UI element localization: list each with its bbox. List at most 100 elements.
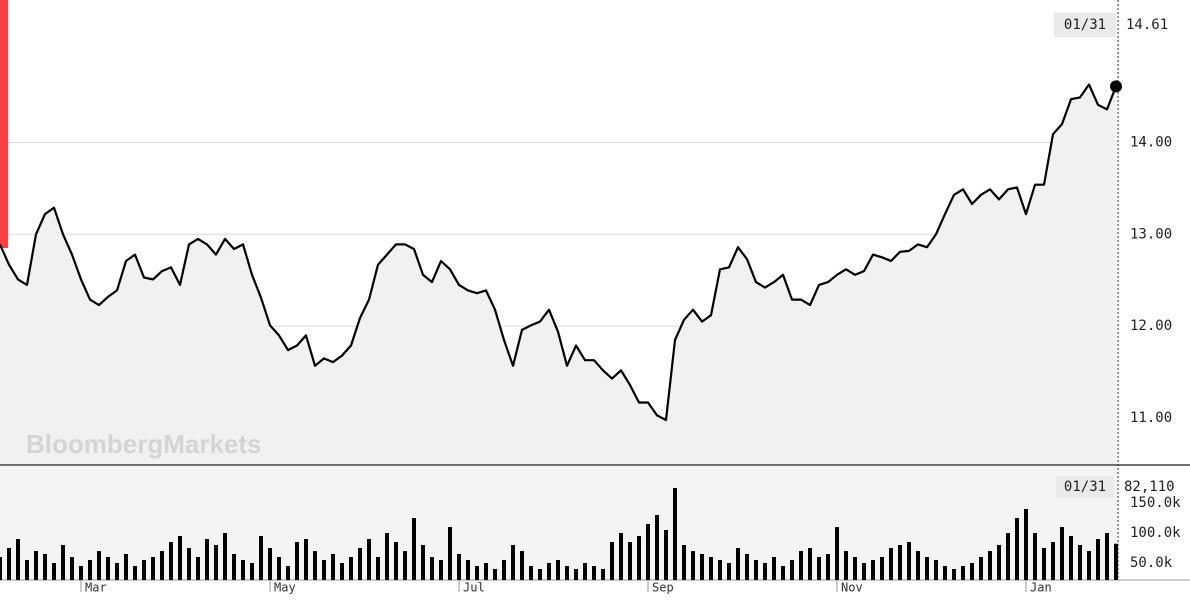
volume-bar	[529, 566, 533, 580]
volume-bar	[115, 563, 119, 580]
volume-bar	[871, 560, 875, 580]
volume-bar	[394, 542, 398, 580]
volume-bar	[583, 563, 587, 580]
volume-bar	[997, 545, 1001, 580]
volume-bar	[88, 560, 92, 580]
volume-bar	[250, 563, 254, 580]
volume-bar	[142, 560, 146, 580]
volume-bar	[25, 560, 29, 580]
volume-bar	[844, 551, 848, 580]
volume-bar	[619, 533, 623, 580]
volume-bar	[322, 560, 326, 580]
volume-bar	[124, 554, 128, 580]
volume-bar	[1006, 533, 1010, 580]
volume-bar	[754, 560, 758, 580]
volume-bar	[457, 554, 461, 580]
volume-bar	[286, 566, 290, 580]
volume-bar	[898, 545, 902, 580]
volume-bar	[745, 554, 749, 580]
volume-bar	[331, 554, 335, 580]
volume-bar	[241, 560, 245, 580]
volume-bar	[889, 548, 893, 580]
volume-bar	[106, 557, 110, 580]
volume-bar	[16, 539, 20, 580]
volume-bar	[574, 569, 578, 580]
volume-bar	[1042, 548, 1046, 580]
price-area	[0, 84, 1116, 465]
volume-bar	[511, 545, 515, 580]
volume-bar	[637, 536, 641, 580]
y-tick-label: 50.0k	[1130, 555, 1173, 571]
date-box	[1056, 476, 1114, 498]
volume-bar	[682, 545, 686, 580]
volume-bar	[907, 542, 911, 580]
y-tick-label: 150.0k	[1130, 495, 1181, 511]
volume-bar	[700, 554, 704, 580]
volume-bar	[601, 569, 605, 580]
volume-bar	[961, 566, 965, 580]
volume-bar	[925, 557, 929, 580]
volume-bar	[808, 548, 812, 580]
y-tick-label: 14.00	[1130, 134, 1172, 150]
volume-bar	[1024, 509, 1028, 580]
volume-bar	[277, 557, 281, 580]
volume-bar	[160, 551, 164, 580]
marker-bar	[0, 0, 8, 248]
last-point	[1110, 80, 1122, 93]
volume-bar	[763, 563, 767, 580]
volume-bar	[790, 560, 794, 580]
volume-bar	[817, 557, 821, 580]
volume-bar	[970, 563, 974, 580]
y-tick-label: 100.0k	[1130, 525, 1181, 541]
x-tick-label: Nov	[841, 581, 863, 595]
y-tick-label: 12.00	[1130, 318, 1172, 334]
volume-bar	[862, 563, 866, 580]
volume-bar	[97, 551, 101, 580]
volume-bar	[349, 557, 353, 580]
volume-bar	[736, 548, 740, 580]
volume-bar	[178, 536, 182, 580]
volume-bar	[646, 524, 650, 580]
volume-bar	[466, 560, 470, 580]
volume-bar	[1087, 551, 1091, 580]
volume-bar	[484, 563, 488, 580]
volume-bar	[664, 530, 668, 580]
volume-bar	[565, 566, 569, 580]
y-tick-label: 13.00	[1130, 226, 1172, 242]
volume-bar	[367, 539, 371, 580]
volume-bar	[538, 569, 542, 580]
volume-bar	[916, 551, 920, 580]
volume-bar	[1069, 536, 1073, 580]
x-tick-label: Sep	[652, 581, 674, 595]
volume-bar	[520, 551, 524, 580]
volume-bar	[223, 533, 227, 580]
volume-bar	[214, 545, 218, 580]
volume-bar	[781, 566, 785, 580]
volume-bar	[376, 557, 380, 580]
x-tick-label: Jul	[463, 581, 485, 595]
price-line	[0, 83, 1118, 422]
volume-bar	[547, 563, 551, 580]
volume-bar	[1096, 539, 1100, 580]
volume-bar	[853, 557, 857, 580]
volume-bar	[592, 566, 596, 580]
volume-bar	[655, 515, 659, 580]
watermark: BloombergMarkets	[26, 429, 262, 459]
volume-bar	[151, 557, 155, 580]
volume-bar	[628, 542, 632, 580]
last-date: 01/31	[1064, 17, 1106, 33]
volume-bar	[934, 560, 938, 580]
volume-bar	[430, 557, 434, 580]
volume-bar	[232, 554, 236, 580]
volume-bar	[727, 563, 731, 580]
volume-bar	[133, 566, 137, 580]
volume-bar	[259, 536, 263, 580]
volume-bar	[952, 569, 956, 580]
volume-bar	[0, 557, 2, 580]
volume-bar	[1033, 533, 1037, 580]
volume-bar	[205, 539, 209, 580]
volume-bar	[943, 566, 947, 580]
volume-bar	[187, 548, 191, 580]
volume-bar	[709, 557, 713, 580]
